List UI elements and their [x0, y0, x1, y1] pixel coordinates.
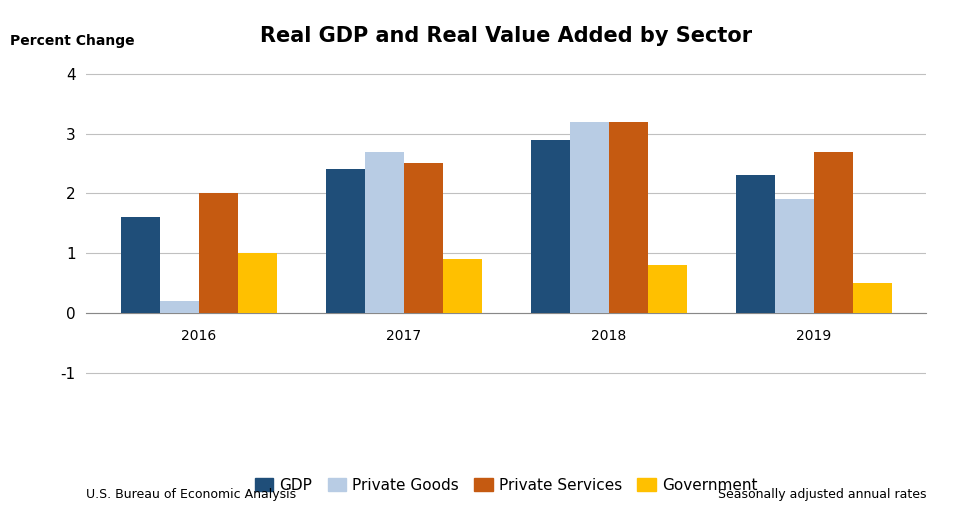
Bar [775, 199, 814, 313]
Bar [199, 194, 238, 313]
Bar [531, 140, 570, 313]
Bar [404, 164, 442, 313]
Bar [442, 259, 481, 313]
Bar [326, 169, 365, 313]
Text: Seasonally adjusted annual rates: Seasonally adjusted annual rates [718, 488, 926, 501]
Bar [570, 122, 608, 313]
Bar [814, 152, 853, 313]
Bar [159, 301, 199, 313]
Bar [238, 253, 277, 313]
Text: U.S. Bureau of Economic Analysis: U.S. Bureau of Economic Analysis [86, 488, 296, 501]
Bar [120, 217, 159, 313]
Bar [608, 122, 647, 313]
Bar [735, 175, 775, 313]
Bar [647, 265, 687, 313]
Bar [365, 152, 404, 313]
Title: Real GDP and Real Value Added by Sector: Real GDP and Real Value Added by Sector [260, 26, 753, 46]
Legend: GDP, Private Goods, Private Services, Government: GDP, Private Goods, Private Services, Go… [249, 472, 763, 498]
Bar [853, 283, 892, 313]
Text: Percent Change: Percent Change [11, 34, 135, 49]
